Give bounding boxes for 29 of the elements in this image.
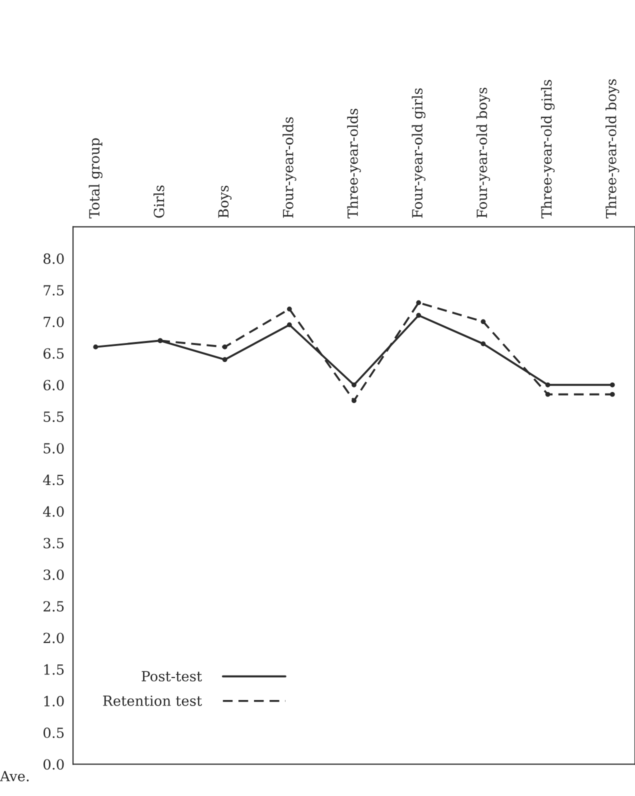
x-tick-label: Total group [88,138,102,218]
y-axis-title: Ave. [0,771,29,782]
x-tick-label: Four-year-olds [282,117,296,218]
y-tick-label: 7.0 [44,316,64,328]
y-tick-label: 3.5 [44,538,64,548]
x-tick-label: Three-year-olds [347,108,361,218]
legend-label: Post-test [142,671,202,682]
y-tick-label: 1.0 [44,696,64,706]
y-tick-label: 8.0 [44,253,64,264]
y-tick-label: 2.0 [44,632,64,644]
x-tick-label: Four-year-old girls [412,88,426,218]
y-tick-label: 6.5 [44,348,64,359]
y-tick-label: 5.0 [44,443,64,454]
x-tick-label: Three-year-old boys [606,79,620,218]
x-tick-label: Girls [154,185,164,218]
y-tick-label: 7.5 [44,285,64,296]
x-tick-label: Three-year-old girls [540,80,555,218]
y-tick-label: 5.5 [44,412,64,422]
y-tick-label: 4.5 [43,474,64,486]
y-tick-label: 1.5 [44,664,64,675]
y-tick-label: 0.5 [44,728,64,738]
x-tick-label: Boys [218,186,232,218]
legend-label: Retention test [103,696,202,706]
y-tick-label: 6.0 [44,380,64,390]
x-tick-label: Four-year-old boys [476,88,490,218]
y-tick-label: 3.0 [44,569,64,580]
y-tick-label: 2.5 [44,601,64,612]
y-tick-label: 0.0 [44,759,64,770]
y-tick-label: 4.0 [43,506,64,517]
